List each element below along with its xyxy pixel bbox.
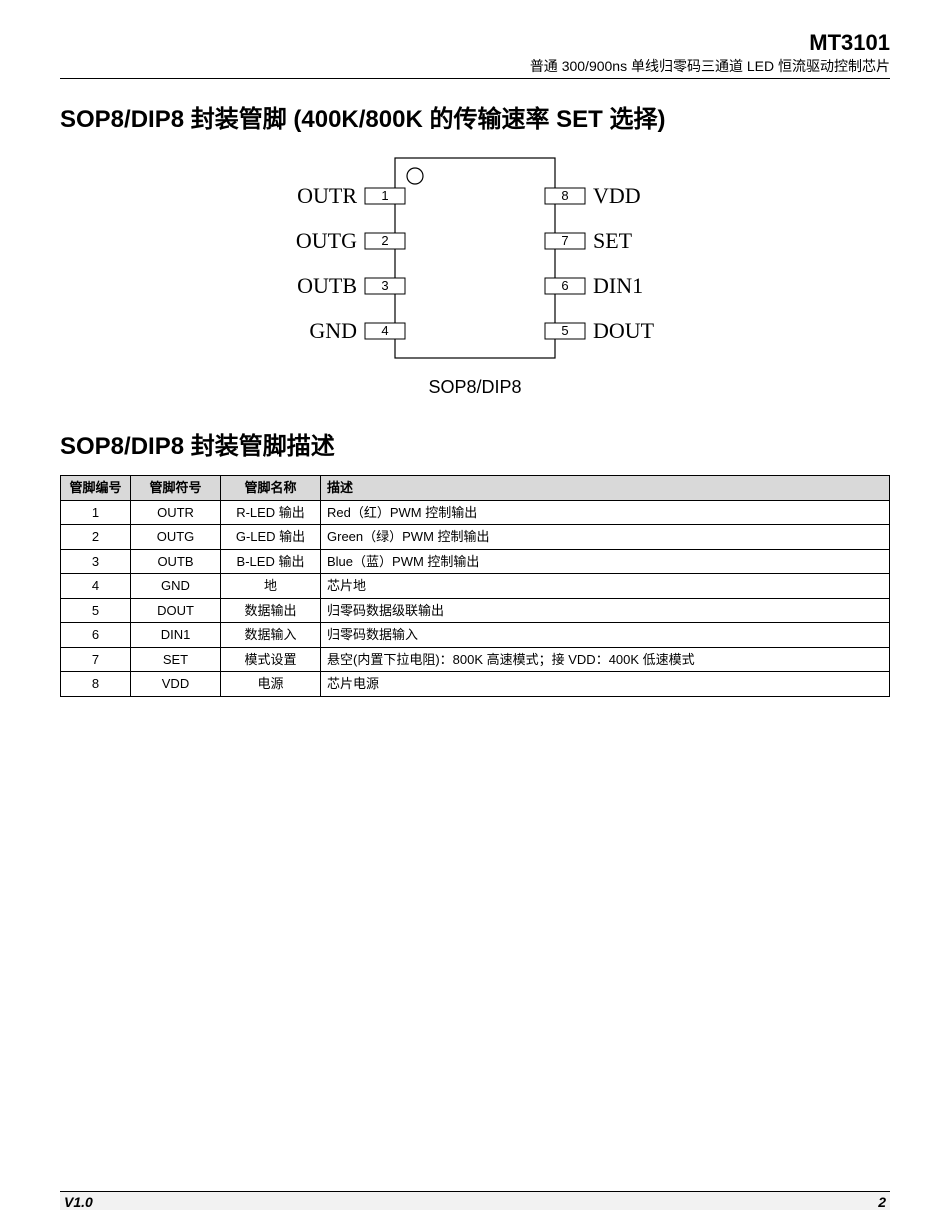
svg-text:OUTB: OUTB — [297, 273, 357, 298]
table-row: 8VDD电源芯片电源 — [61, 672, 890, 697]
th-num: 管脚编号 — [61, 476, 131, 501]
section-pinout-title: SOP8/DIP8 封装管脚 (400K/800K 的传输速率 SET 选择) — [60, 99, 890, 134]
part-number: MT3101 — [60, 30, 890, 56]
svg-text:2: 2 — [381, 233, 388, 248]
chip-svg: 1 OUTR 2 OUTG 3 OUTB 4 GND 8 VDD 7 SET — [215, 148, 735, 408]
svg-text:8: 8 — [561, 188, 568, 203]
table-row: 7SET模式设置悬空(内置下拉电阻)：800K 高速模式；接 VDD：400K … — [61, 647, 890, 672]
svg-text:SET: SET — [593, 228, 633, 253]
svg-text:1: 1 — [381, 188, 388, 203]
footer-page: 2 — [878, 1194, 886, 1210]
header-subtitle: 普通 300/900ns 单线归零码三通道 LED 恒流驱动控制芯片 — [60, 56, 890, 76]
section-pindesc-title: SOP8/DIP8 封装管脚描述 — [60, 426, 890, 461]
pin-1: 1 OUTR — [297, 183, 405, 208]
table-row: 6DIN1数据输入归零码数据输入 — [61, 623, 890, 648]
th-name: 管脚名称 — [221, 476, 321, 501]
th-desc: 描述 — [321, 476, 890, 501]
table-row: 3OUTBB-LED 输出Blue（蓝）PWM 控制输出 — [61, 549, 890, 574]
page-footer: V1.0 2 — [60, 1191, 890, 1210]
table-row: 4GND地芯片地 — [61, 574, 890, 599]
svg-text:5: 5 — [561, 323, 568, 338]
page-header: MT3101 普通 300/900ns 单线归零码三通道 LED 恒流驱动控制芯… — [60, 30, 890, 79]
svg-text:DOUT: DOUT — [593, 318, 655, 343]
svg-text:4: 4 — [381, 323, 388, 338]
pin-5: 5 DOUT — [545, 318, 655, 343]
pin-4: 4 GND — [309, 318, 405, 343]
pin-6: 6 DIN1 — [545, 273, 643, 298]
footer-version: V1.0 — [64, 1194, 93, 1210]
svg-text:GND: GND — [309, 318, 357, 343]
table-header-row: 管脚编号 管脚符号 管脚名称 描述 — [61, 476, 890, 501]
table-row: 2OUTGG-LED 输出Green（绿）PWM 控制输出 — [61, 525, 890, 550]
pin-3: 3 OUTB — [297, 273, 405, 298]
svg-text:OUTR: OUTR — [297, 183, 357, 208]
svg-text:OUTG: OUTG — [296, 228, 357, 253]
svg-text:3: 3 — [381, 278, 388, 293]
pin-8: 8 VDD — [545, 183, 641, 208]
svg-text:6: 6 — [561, 278, 568, 293]
svg-text:DIN1: DIN1 — [593, 273, 643, 298]
svg-text:7: 7 — [561, 233, 568, 248]
chip-diagram: 1 OUTR 2 OUTG 3 OUTB 4 GND 8 VDD 7 SET — [60, 148, 890, 408]
pin-table: 管脚编号 管脚符号 管脚名称 描述 1OUTRR-LED 输出Red（红）PWM… — [60, 475, 890, 697]
pin-2: 2 OUTG — [296, 228, 405, 253]
table-row: 1OUTRR-LED 输出Red（红）PWM 控制输出 — [61, 500, 890, 525]
chip-caption: SOP8/DIP8 — [428, 377, 521, 397]
th-symbol: 管脚符号 — [131, 476, 221, 501]
table-row: 5DOUT数据输出归零码数据级联输出 — [61, 598, 890, 623]
svg-text:VDD: VDD — [593, 183, 641, 208]
pin-7: 7 SET — [545, 228, 633, 253]
